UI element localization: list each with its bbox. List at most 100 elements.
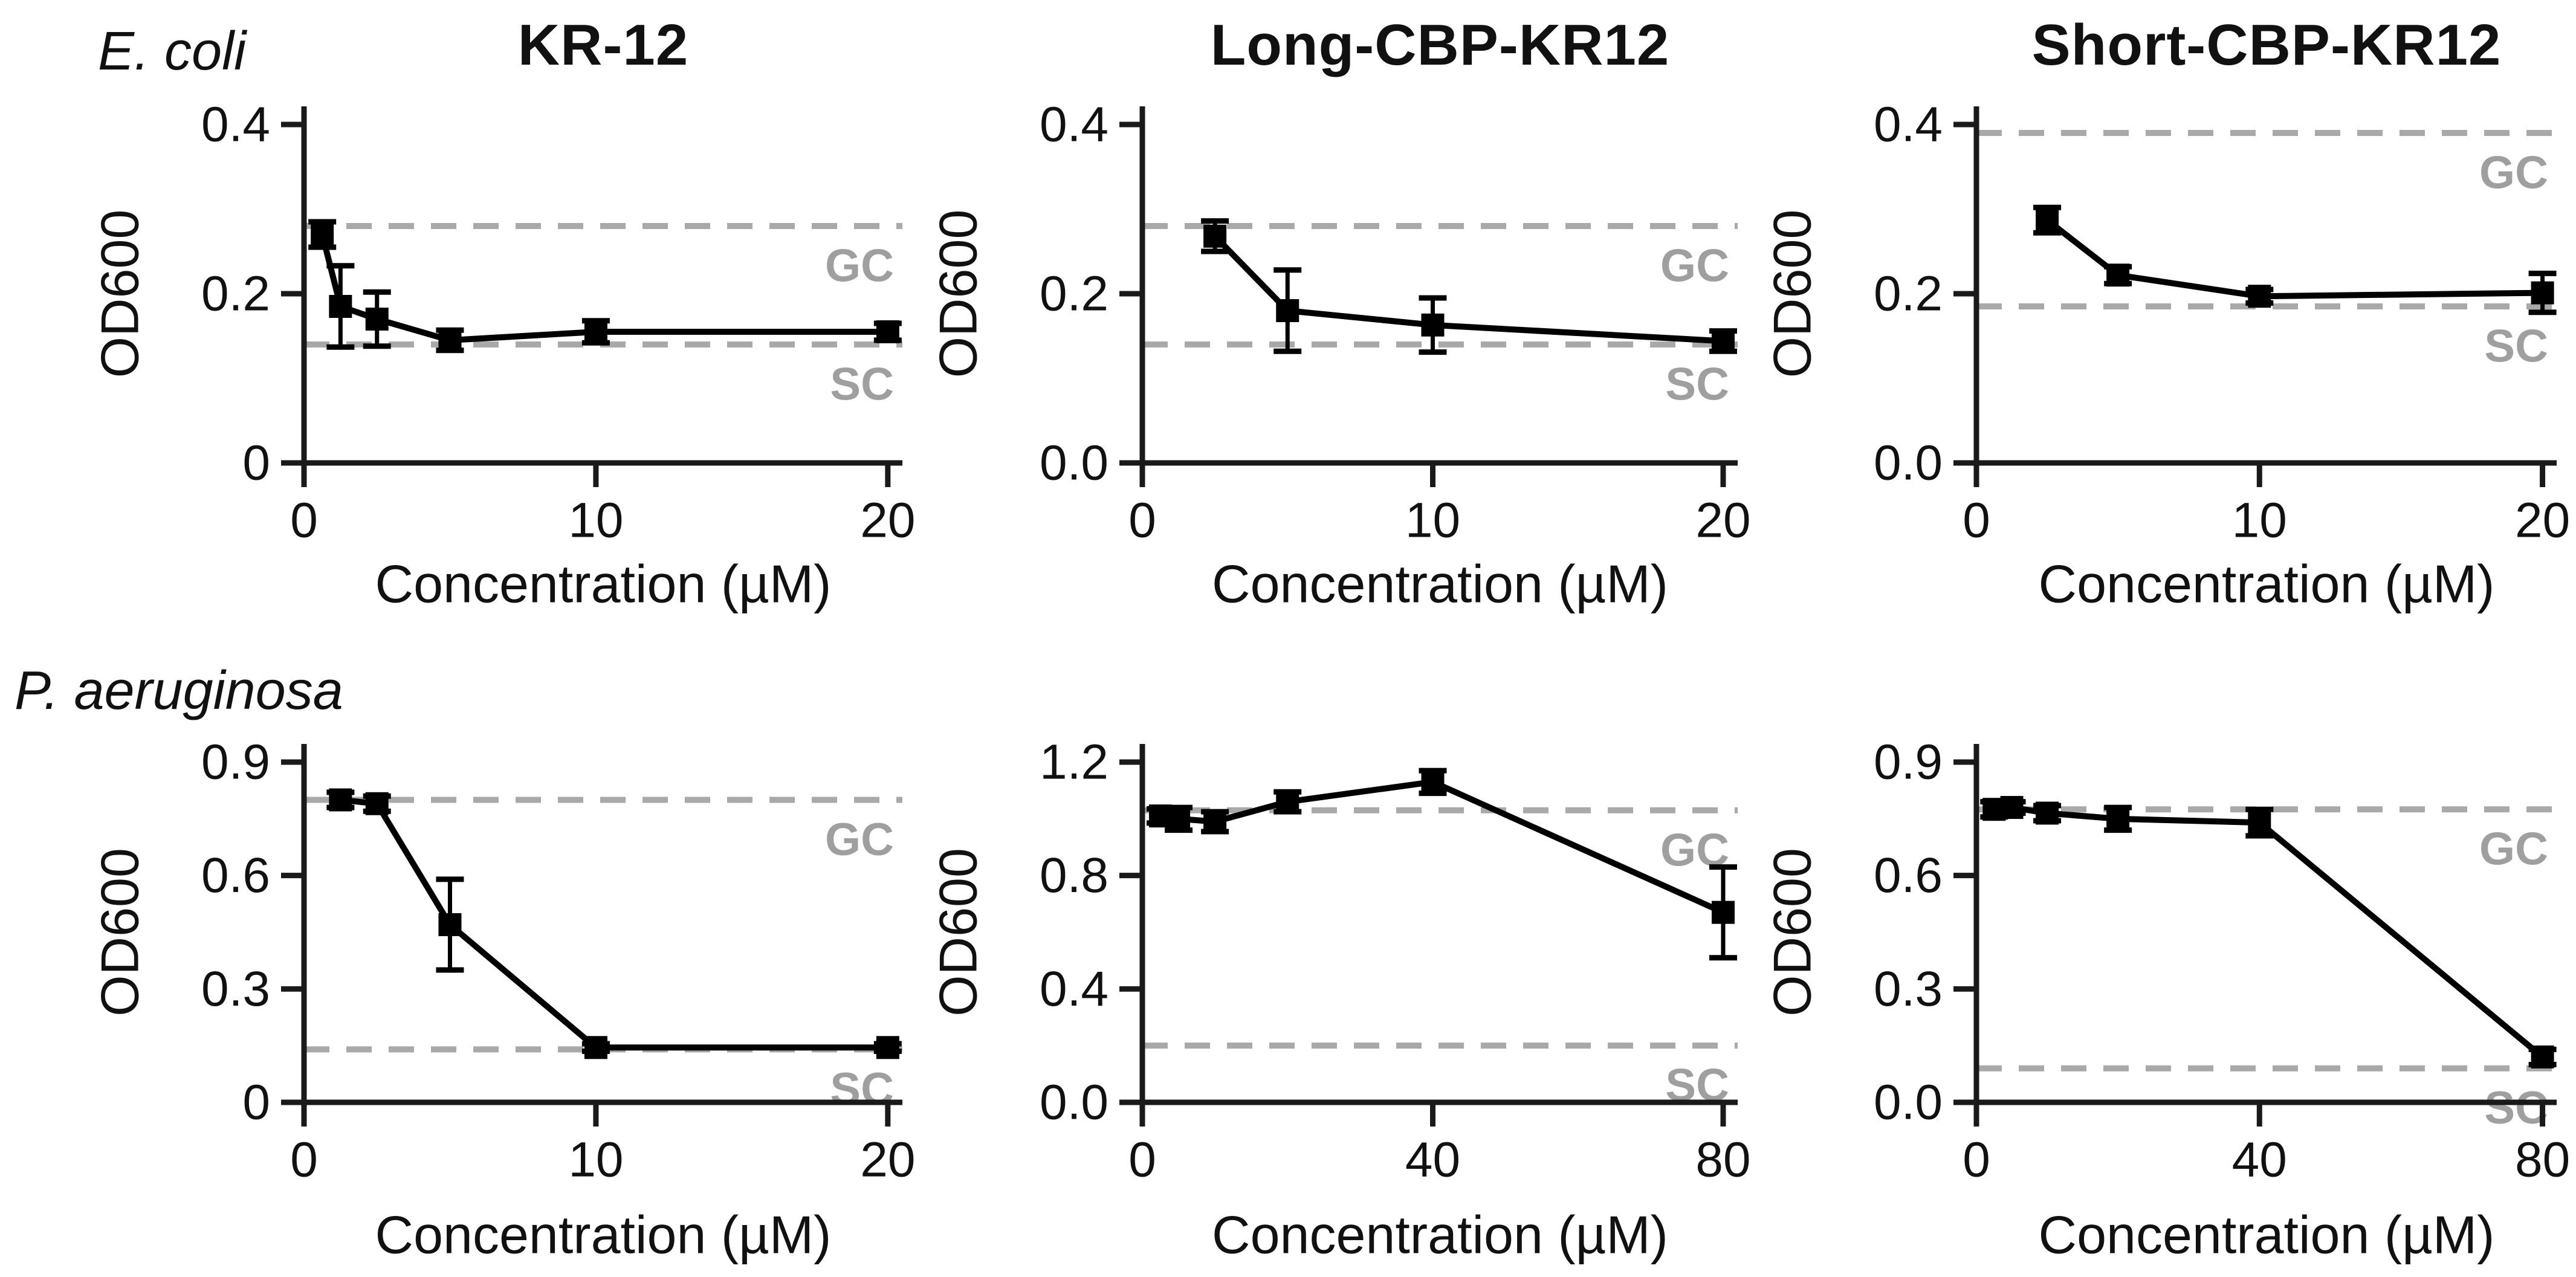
data-point-marker — [876, 320, 899, 343]
y-axis-title: OD600 — [90, 848, 150, 1017]
data-point-marker — [2036, 801, 2059, 825]
y-tick-label: 0.0 — [1874, 1075, 1943, 1130]
data-point-marker — [2531, 281, 2554, 305]
y-axis-title: OD600 — [90, 210, 150, 378]
y-tick-label: 0.8 — [1040, 848, 1108, 903]
x-axis-title: Concentration (µM) — [375, 1205, 832, 1265]
data-point-marker — [876, 1036, 899, 1059]
gc-label: GC — [2479, 824, 2548, 875]
data-point-marker — [2531, 1045, 2554, 1068]
y-tick-label: 0.0 — [1040, 1075, 1108, 1130]
y-tick-label: 0.4 — [1040, 97, 1108, 152]
y-tick-label: 0.3 — [1874, 962, 1943, 1017]
data-point-marker — [1421, 313, 1445, 337]
data-point-marker — [1276, 299, 1299, 322]
x-tick-label: 40 — [1405, 1133, 1460, 1188]
gc-label: GC — [2479, 147, 2548, 199]
sc-label: SC — [1665, 359, 1729, 410]
data-line — [2045, 218, 2543, 300]
data-line — [1212, 234, 1724, 344]
data-point-marker — [311, 223, 334, 246]
data-point-marker — [438, 329, 462, 352]
row-label-ecoli: E. coli — [98, 21, 247, 82]
data-line — [1993, 804, 2545, 1059]
row-label-paeruginosa: P. aeruginosa — [15, 661, 343, 721]
y-tick-label: 0 — [242, 436, 270, 491]
data-point-marker — [2036, 209, 2059, 232]
x-tick-label: 0 — [1963, 493, 1990, 548]
y-tick-label: 0.6 — [1874, 848, 1943, 903]
x-tick-label: 0 — [1128, 493, 1156, 548]
x-tick-label: 20 — [860, 1133, 915, 1188]
data-point-marker — [365, 792, 389, 815]
x-tick-label: 10 — [568, 1133, 623, 1188]
chart-paeruginosa-kr12: GC SC 0 0.3 0.6 0.9 0 10 20 OD600 Concentration (µ… — [90, 735, 916, 1265]
x-axis-title: Concentration (µM) — [2039, 1205, 2495, 1265]
x-tick-label: 40 — [2232, 1133, 2287, 1188]
column-title-kr12: KR-12 — [517, 13, 689, 77]
chart-ecoli-kr12: GC SC 0 0.2 0.4 0 10 20 OD600 Concentration (µM) — [90, 97, 916, 614]
data-point-marker — [329, 295, 352, 318]
x-tick-label: 20 — [1695, 493, 1750, 548]
data-line — [1160, 778, 1725, 916]
y-tick-label: 0.0 — [1040, 436, 1108, 491]
y-tick-label: 0.4 — [1040, 962, 1108, 1017]
data-point-marker — [1421, 770, 1445, 794]
chart-paeruginosa-short-cbp-kr12: GC SC 0.0 0.3 0.6 0.9 0 40 80 OD600 Concentration … — [1762, 735, 2571, 1265]
x-axis-title: Concentration (µM) — [2039, 554, 2495, 614]
y-tick-label: 1.2 — [1040, 735, 1108, 790]
sc-label: SC — [830, 1064, 894, 1115]
x-tick-label: 80 — [1695, 1133, 1750, 1188]
data-line — [319, 233, 888, 343]
chart-ecoli-long-cbp-kr12: GC SC 0.0 0.2 0.4 0 10 20 OD600 Concentration (µM… — [928, 97, 1751, 614]
x-tick-label: 0 — [1128, 1133, 1156, 1188]
data-line — [340, 797, 888, 1051]
gc-label: GC — [1660, 241, 1729, 292]
y-axis-title: OD600 — [928, 848, 988, 1017]
y-tick-label: 0.2 — [1874, 267, 1943, 322]
sc-label: SC — [2484, 321, 2548, 372]
data-point-marker — [329, 788, 352, 812]
data-point-marker — [584, 1036, 607, 1059]
x-tick-label: 0 — [1963, 1133, 1990, 1188]
sc-label: SC — [830, 359, 894, 410]
y-tick-label: 0.3 — [201, 962, 270, 1017]
y-tick-label: 0.2 — [1040, 267, 1108, 322]
y-axis-title: OD600 — [1762, 848, 1822, 1017]
column-title-short-cbp-kr12: Short-CBP-KR12 — [2031, 13, 2502, 77]
data-point-marker — [1276, 790, 1299, 813]
y-tick-label: 0.6 — [201, 848, 270, 903]
data-point-marker — [438, 913, 462, 936]
y-axis-title: OD600 — [1762, 210, 1822, 378]
x-tick-label: 80 — [2515, 1133, 2570, 1188]
data-point-marker — [584, 320, 607, 343]
y-tick-label: 0.2 — [201, 267, 270, 322]
x-tick-label: 0 — [290, 1133, 318, 1188]
y-tick-label: 0.9 — [201, 735, 270, 790]
x-axis-title: Concentration (µM) — [1212, 554, 1668, 614]
x-tick-label: 10 — [568, 493, 623, 548]
y-tick-label: 0.4 — [201, 97, 270, 152]
x-tick-label: 10 — [2232, 493, 2287, 548]
y-tick-label: 0.4 — [1874, 97, 1943, 152]
y-tick-label: 0 — [242, 1075, 270, 1130]
y-axis-title: OD600 — [928, 210, 988, 378]
x-tick-label: 20 — [860, 493, 915, 548]
sc-label: SC — [2484, 1082, 2548, 1134]
x-tick-label: 20 — [2515, 493, 2570, 548]
gc-label: GC — [825, 241, 894, 292]
column-title-long-cbp-kr12: Long-CBP-KR12 — [1210, 13, 1670, 77]
data-point-marker — [2248, 285, 2271, 308]
data-point-marker — [365, 308, 389, 331]
data-point-marker — [2248, 811, 2271, 835]
gc-label: GC — [825, 814, 894, 865]
x-tick-label: 10 — [1405, 493, 1460, 548]
data-point-marker — [2106, 263, 2130, 287]
data-point-marker — [1203, 810, 1227, 833]
data-point-marker — [1711, 329, 1735, 353]
data-point-marker — [2000, 796, 2024, 820]
data-point-marker — [1167, 807, 1191, 830]
